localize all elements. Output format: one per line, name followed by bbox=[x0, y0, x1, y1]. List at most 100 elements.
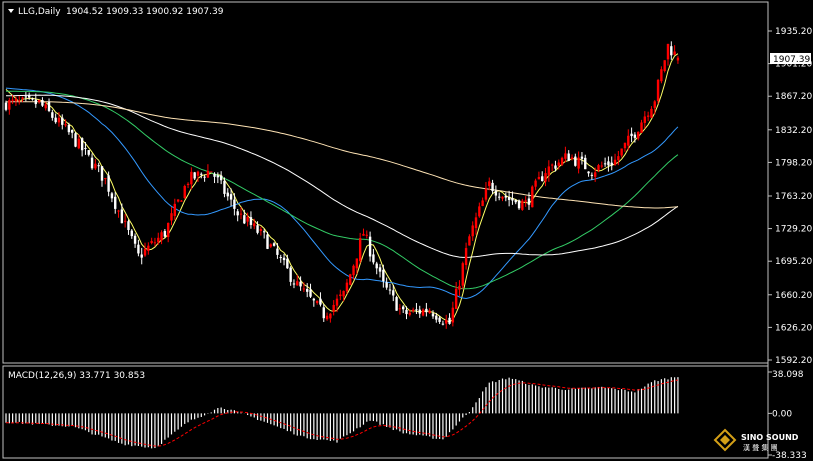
candle-body bbox=[398, 308, 402, 310]
candle-body bbox=[114, 196, 117, 209]
candle-body bbox=[239, 213, 243, 215]
candle-body bbox=[620, 148, 623, 156]
candle-body bbox=[345, 282, 349, 292]
candle-body bbox=[511, 198, 514, 201]
candle-body bbox=[170, 213, 173, 221]
brand-text: SINO SOUND bbox=[741, 433, 799, 442]
candle-body bbox=[637, 131, 640, 139]
candle-body bbox=[51, 112, 54, 118]
candle-body bbox=[372, 254, 375, 263]
ma-5-line bbox=[5, 53, 679, 323]
candle-body bbox=[41, 100, 44, 106]
candle-body bbox=[349, 274, 352, 285]
candle-body bbox=[71, 130, 74, 133]
candle-body bbox=[243, 215, 246, 224]
candle-body bbox=[80, 138, 84, 151]
candle-body bbox=[607, 161, 610, 166]
candle-body bbox=[292, 283, 296, 285]
candle-body bbox=[110, 193, 114, 199]
candle-body bbox=[537, 176, 541, 180]
candle-body bbox=[527, 198, 531, 205]
candle-body bbox=[299, 281, 302, 287]
candle-body bbox=[100, 166, 104, 181]
candle-body bbox=[27, 95, 31, 98]
candle-body bbox=[445, 319, 448, 324]
price-tick-label: 1626.20 bbox=[775, 323, 812, 333]
candle-body bbox=[4, 102, 8, 110]
diamond-inner-icon bbox=[720, 435, 730, 445]
candle-body bbox=[468, 236, 471, 246]
candle-body bbox=[368, 236, 372, 257]
candle-body bbox=[421, 309, 425, 316]
candle-body bbox=[57, 117, 61, 123]
candle-body bbox=[617, 156, 620, 161]
candle-body bbox=[196, 171, 200, 176]
candle-body bbox=[660, 69, 663, 82]
candle-body bbox=[481, 200, 484, 207]
candle-body bbox=[11, 99, 14, 101]
candle-body bbox=[253, 223, 256, 227]
candle-body bbox=[137, 244, 140, 254]
candle-body bbox=[84, 147, 87, 149]
candle-body bbox=[474, 217, 478, 229]
candle-body bbox=[603, 163, 607, 165]
candle-body bbox=[388, 289, 392, 291]
candle-body bbox=[296, 281, 299, 286]
candle-body bbox=[411, 309, 415, 312]
candle-body bbox=[676, 57, 680, 61]
menu-triangle-icon[interactable] bbox=[8, 9, 14, 13]
symbol-label: LLG,Daily bbox=[18, 7, 61, 17]
price-tick-label: 1592.20 bbox=[775, 356, 812, 366]
price-tick-label: 1660.20 bbox=[775, 291, 812, 301]
candle-body bbox=[107, 175, 110, 192]
candle-body bbox=[130, 230, 133, 237]
candle-body bbox=[312, 298, 316, 301]
candle-body bbox=[358, 238, 362, 262]
candle-body bbox=[47, 101, 51, 111]
ma-60-line bbox=[5, 90, 679, 290]
candle-body bbox=[428, 310, 431, 314]
candle-body bbox=[458, 285, 461, 290]
candle-body bbox=[262, 231, 266, 233]
candle-body bbox=[269, 244, 272, 247]
candle-body bbox=[408, 312, 412, 315]
price-tick-label: 1729.20 bbox=[775, 225, 812, 235]
candle-body bbox=[166, 222, 170, 238]
candle-body bbox=[441, 323, 445, 325]
price-tick-label: 1867.20 bbox=[775, 92, 812, 102]
candle-body bbox=[557, 162, 560, 166]
candle-body bbox=[236, 211, 239, 216]
candle-body bbox=[382, 269, 385, 282]
current-price-tag bbox=[770, 53, 811, 64]
candle-body bbox=[504, 195, 508, 198]
candle-body bbox=[176, 199, 180, 202]
candle-body bbox=[21, 97, 24, 99]
candle-body bbox=[173, 203, 177, 216]
candle-body bbox=[418, 309, 421, 314]
candle-body bbox=[494, 190, 498, 196]
candles bbox=[4, 41, 680, 329]
candle-body bbox=[435, 315, 438, 320]
candle-body bbox=[206, 170, 210, 178]
candle-body bbox=[666, 43, 670, 60]
main-panel-border bbox=[2, 1, 769, 364]
candle-body bbox=[517, 200, 521, 209]
candle-body bbox=[613, 159, 617, 165]
candle-body bbox=[335, 298, 339, 306]
candle-body bbox=[352, 265, 355, 276]
candle-body bbox=[140, 254, 143, 258]
candle-body bbox=[325, 315, 329, 320]
ohlc-label: 1904.52 1909.33 1900.92 1907.39 bbox=[66, 7, 224, 17]
candle-body bbox=[322, 307, 325, 319]
candle-body bbox=[653, 101, 656, 108]
candle-body bbox=[488, 181, 491, 187]
candle-body bbox=[633, 134, 637, 138]
price-tick-label: 1832.20 bbox=[775, 126, 812, 136]
candle-body bbox=[203, 176, 206, 178]
price-tick-label: 1763.20 bbox=[775, 192, 812, 202]
candle-body bbox=[259, 229, 263, 231]
candle-body bbox=[650, 108, 653, 118]
candle-body bbox=[627, 135, 630, 146]
